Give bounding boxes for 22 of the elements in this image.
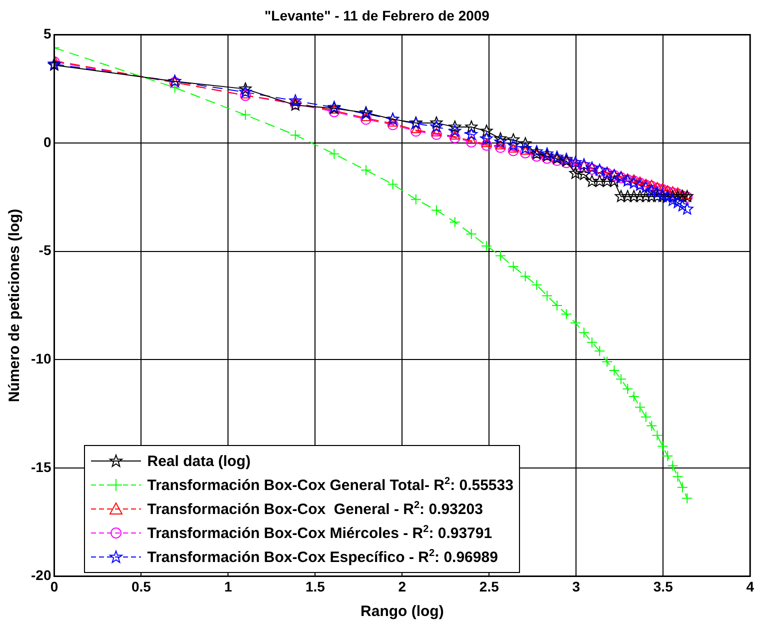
y-tick-label: 5 <box>43 26 52 42</box>
x-tick-label: 1.5 <box>305 578 326 594</box>
y-tick-label: -10 <box>31 350 52 366</box>
x-tick-label: 2 <box>398 578 406 594</box>
x-tick-label: 2.5 <box>479 578 500 594</box>
x-tick-label: 0.5 <box>131 578 152 594</box>
legend-label: Transformación Box-Cox General - R$^{2}$: 0.93203 <box>147 500 483 518</box>
legend-label: Transformación Box-Cox Específico - R$^{2}$: 0.96989 <box>147 548 498 566</box>
x-tick-label: 4 <box>746 578 754 594</box>
x-tick-label: 1 <box>224 578 232 594</box>
y-axis-title: Número de peticiones (log) <box>6 208 24 402</box>
x-axis-title: Rango (log) <box>360 603 444 620</box>
y-tick-label: -15 <box>31 458 52 475</box>
x-tick-label: 3 <box>572 578 580 594</box>
y-tick-label: -5 <box>38 242 52 258</box>
x-tick-label: 3.5 <box>653 578 674 594</box>
legend-label: Real data (log) <box>147 452 251 470</box>
chart-title: "Levante" - 11 de Febrero de 2009 <box>264 7 490 24</box>
y-tick-label: 0 <box>43 134 52 150</box>
y-tick-label: -20 <box>31 567 52 584</box>
legend-label: Transformación Box-Cox General Total- R$^{2}$: 0.55533 <box>147 476 514 494</box>
legend-label: Transformación Box-Cox Miércoles - R$^{2}$: 0.93791 <box>147 524 492 542</box>
